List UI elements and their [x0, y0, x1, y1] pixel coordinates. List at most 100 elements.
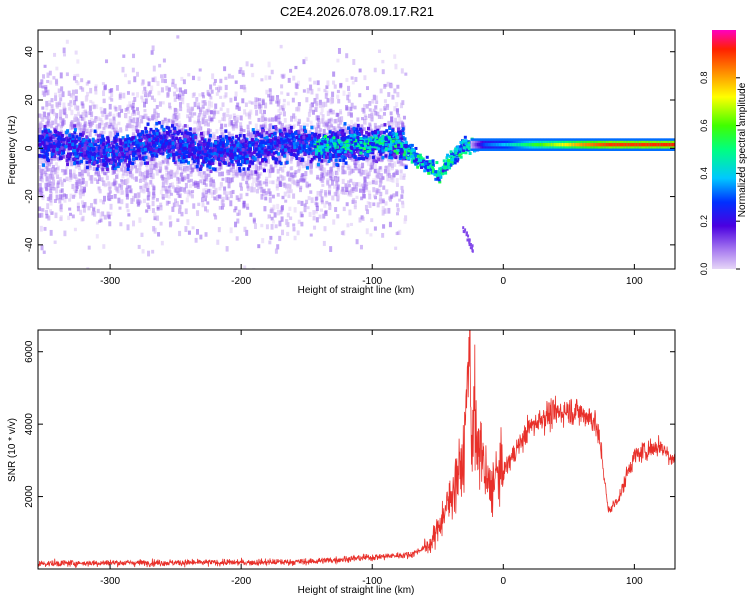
spectrogram-cell [157, 90, 161, 96]
spectrogram-cell [198, 109, 202, 115]
spectrogram-cell [400, 120, 404, 125]
spectrogram-cell [333, 191, 337, 197]
spectrogram-cell [314, 210, 318, 214]
spectrogram-cell [325, 200, 329, 205]
spectrogram-cell [180, 131, 184, 136]
spectrogram-cell [390, 124, 394, 129]
spectrogram-cell [179, 160, 183, 164]
spectrogram-cell [305, 166, 309, 170]
spectrogram-cell [83, 167, 87, 174]
spectrogram-cell [328, 167, 332, 173]
spectrogram-cell [212, 183, 216, 189]
spectrogram-cell [196, 181, 200, 187]
spectrogram-cell [323, 202, 327, 208]
spectrogram-cell [62, 146, 66, 150]
spectrogram-cell [108, 186, 112, 190]
spectrogram-cell [210, 192, 214, 198]
spectrogram-cell [332, 162, 336, 168]
spectrogram-cell [255, 182, 259, 186]
spectrogram-cell [212, 143, 216, 148]
spectrogram-cell [106, 211, 110, 217]
spectrogram-cell [145, 141, 149, 145]
spectrogram-cell [250, 137, 254, 142]
spectrogram-cell [147, 205, 151, 209]
spectrogram-cell [345, 184, 349, 191]
spectrogram-cell [252, 219, 256, 224]
spectrogram-cell [169, 182, 173, 187]
spectrogram-cell [137, 132, 141, 137]
spectrogram-cell [151, 208, 155, 214]
spectrogram-cell [332, 80, 336, 85]
spectrogram-cell [285, 219, 289, 225]
spectrogram-cell [92, 166, 96, 171]
spectrogram-cell [394, 117, 398, 123]
spectrogram-cell [376, 151, 380, 156]
spectrogram-cell [224, 123, 228, 128]
spectrogram-cell [241, 143, 245, 147]
spectrogram-cell [199, 234, 203, 240]
spectrogram-cell [331, 109, 335, 115]
spectrogram-cell [60, 194, 64, 201]
spectrogram-cell [167, 174, 171, 180]
spectrogram-cell [108, 158, 112, 162]
spectrogram-cell [359, 244, 363, 250]
spectrogram-cell [87, 138, 91, 142]
spectrogram-cell [396, 132, 400, 136]
spectrogram-cell [202, 95, 206, 99]
spectrogram-cell [128, 161, 132, 165]
spectrogram-cell [304, 170, 308, 177]
spectrogram-cell [90, 180, 94, 184]
spectrogram-cell [169, 174, 173, 179]
spectrogram-cell [180, 200, 184, 205]
spectrogram-cell [220, 199, 224, 206]
spectrogram-cell [69, 124, 73, 131]
spectrogram-cell [96, 208, 100, 214]
spectrogram-cell [267, 141, 271, 146]
spectrogram-cell [53, 52, 57, 57]
spectrogram-cell [218, 171, 222, 177]
spectrogram-cell [366, 201, 370, 205]
spectrogram-cell [350, 102, 354, 109]
spectrogram-cell [322, 240, 326, 246]
spectrogram-cell [317, 87, 321, 92]
spectrogram-cell [283, 117, 287, 123]
spectrogram-cell [225, 144, 229, 149]
spectrogram-cell [239, 122, 243, 127]
spectrogram-cell [58, 189, 62, 194]
spectrogram-cell [127, 119, 131, 124]
spectrogram-cell [50, 104, 54, 109]
spectrogram-cell [46, 89, 50, 96]
spectrogram-cell [279, 181, 283, 187]
spectrogram-cell [126, 209, 130, 213]
spectrogram-cell [375, 159, 379, 164]
spectrogram-cell [180, 128, 184, 134]
spectrogram-cell [347, 180, 351, 184]
spectrogram-cell [279, 166, 283, 171]
spectrogram-cell [117, 197, 121, 204]
spectrogram-cell [361, 169, 365, 175]
spectrogram-cell [98, 219, 102, 223]
spectrogram-cell [362, 193, 366, 199]
spectrogram-cell [373, 163, 377, 170]
spectrogram-cell [115, 142, 119, 147]
spectrogram-cell [283, 164, 287, 168]
spectrogram-cell [39, 168, 43, 174]
spectrogram-cell [152, 65, 156, 72]
spectrogram-cell [195, 136, 199, 143]
spectrogram-cell [76, 125, 80, 130]
spectrogram-cell [275, 186, 279, 191]
spectrogram-cell [386, 104, 390, 110]
spectrogram-cell [57, 88, 61, 94]
spectrogram-cell [67, 215, 71, 221]
spectrogram-cell [198, 68, 202, 72]
spectrogram-cell [159, 165, 163, 171]
spectrogram-cell [372, 108, 376, 112]
spectrogram-cell [239, 173, 243, 177]
spectrogram-cell [263, 206, 267, 212]
spectrogram-cell [390, 83, 394, 89]
spectrogram-cell [160, 240, 164, 246]
spectrogram-cell [252, 187, 256, 193]
spectrogram-cell [78, 189, 82, 195]
spectrogram-cell [208, 165, 212, 170]
spectrogram-cell [162, 131, 166, 136]
